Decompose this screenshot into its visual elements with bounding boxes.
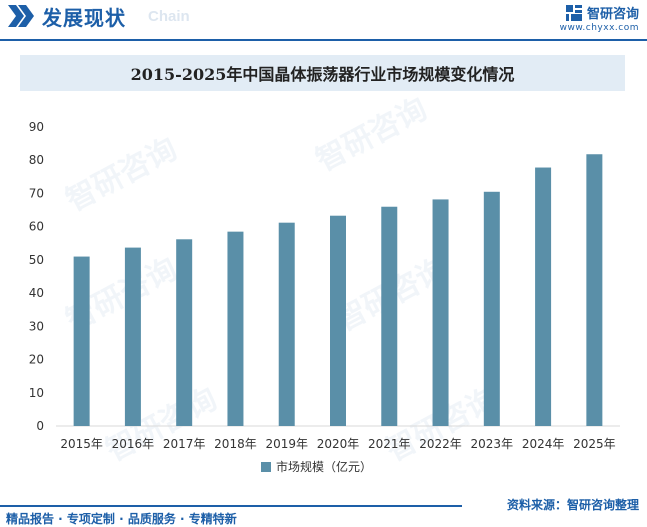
- x-tick-label: 2024年: [522, 437, 565, 451]
- bar: [278, 222, 295, 426]
- x-tick-label: 2016年: [112, 437, 155, 451]
- y-tick-label: 70: [29, 186, 44, 200]
- x-tick-label: 2015年: [60, 437, 103, 451]
- x-tick-label: 2018年: [214, 437, 257, 451]
- y-tick-label: 0: [36, 419, 44, 433]
- y-tick-label: 90: [29, 120, 44, 134]
- footer-divider: [0, 505, 462, 507]
- page-subtitle: Chain: [148, 8, 190, 25]
- bar: [432, 199, 449, 426]
- header-divider: [0, 39, 647, 41]
- brand-name: 智研咨询: [586, 7, 639, 22]
- x-tick-label: 2023年: [471, 437, 514, 451]
- bar: [535, 167, 552, 426]
- bar: [124, 247, 141, 426]
- y-tick-label: 10: [29, 386, 44, 400]
- bar: [73, 256, 90, 426]
- x-tick-label: 2020年: [317, 437, 360, 451]
- chart-title: 2015-2025年中国晶体振荡器行业市场规模变化情况: [130, 65, 515, 84]
- footer-tagline: 精品报告 · 专项定制 · 品质服务 · 专精特新: [6, 512, 237, 526]
- chevrons-icon: [8, 5, 34, 27]
- bar: [227, 231, 244, 426]
- y-tick-label: 30: [29, 319, 44, 333]
- y-tick-label: 60: [29, 220, 44, 234]
- y-tick-label: 40: [29, 286, 44, 300]
- x-tick-label: 2022年: [419, 437, 462, 451]
- brand-logo-icon: [565, 4, 582, 21]
- bar: [176, 239, 193, 426]
- chart-title-box: 2015-2025年中国晶体振荡器行业市场规模变化情况: [20, 55, 625, 91]
- x-tick-label: 2021年: [368, 437, 411, 451]
- x-tick-label: 2017年: [163, 437, 206, 451]
- brand: 智研咨询 www.chyxx.com: [560, 3, 639, 33]
- header-bar: 发展现状 Chain 智研咨询 www.chyxx.com: [0, 0, 647, 36]
- bar-chart: 0 10 20 30 40 50 60 70 80 90 2015年 2016年 2017年 2018年 2…: [29, 120, 620, 451]
- legend-label: 市场规模（亿元）: [276, 460, 373, 474]
- y-tick-label: 20: [29, 353, 44, 367]
- bar: [330, 215, 346, 426]
- y-tick-label: 80: [29, 153, 44, 167]
- legend-swatch: [261, 461, 271, 472]
- page-title: 发展现状: [42, 6, 126, 30]
- bar: [586, 154, 603, 426]
- brand-url: www.chyxx.com: [559, 23, 639, 33]
- y-tick-label: 50: [29, 253, 44, 267]
- x-tick-label: 2025年: [573, 437, 616, 451]
- bar: [381, 206, 398, 426]
- bar: [483, 191, 500, 426]
- source-note: 资料来源：智研咨询整理: [506, 498, 639, 512]
- legend: 市场规模（亿元）: [261, 458, 372, 475]
- x-tick-label: 2019年: [265, 437, 308, 451]
